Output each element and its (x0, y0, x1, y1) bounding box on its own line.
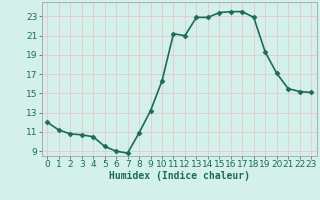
X-axis label: Humidex (Indice chaleur): Humidex (Indice chaleur) (109, 171, 250, 181)
